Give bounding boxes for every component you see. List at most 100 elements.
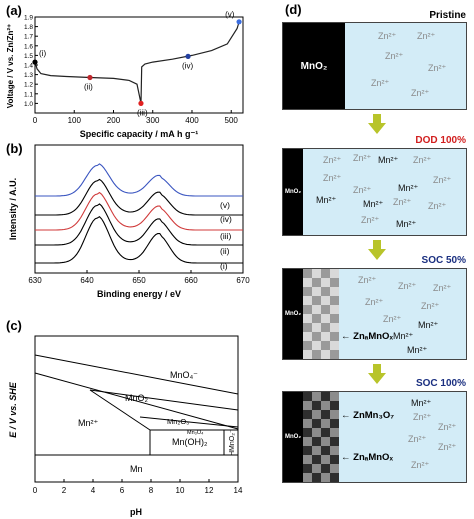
- region-mn3o4: Mn₃O₄: [187, 430, 204, 436]
- y-tick-label: 1.8: [24, 24, 33, 31]
- x-tick-label: 2: [62, 486, 67, 495]
- marker-label: (ii): [84, 82, 93, 91]
- zn-ion: Zn²⁺: [361, 215, 380, 225]
- panel-a-curve: [34, 21, 240, 104]
- checker-cell: [330, 419, 339, 428]
- panel-a-markers: (i) (ii) (iii) (iv) (v): [32, 10, 242, 117]
- checker-cell: [321, 332, 330, 341]
- spectrum-curve: [35, 178, 243, 216]
- state-label-dod100: DOD 100%: [415, 135, 466, 146]
- marker-point: [32, 59, 38, 65]
- panel-b-curves: [35, 163, 243, 264]
- checker-cell: [312, 323, 321, 332]
- marker-label: (v): [225, 10, 235, 19]
- y-tick-label: 1.7: [24, 34, 33, 41]
- panel-a-ylabel: Voltage / V vs. Zn/Zn²⁺: [6, 24, 15, 109]
- x-tick-label: 12: [205, 486, 214, 495]
- zn-ion: Zn²⁺: [385, 51, 404, 61]
- panel-c-chart: (c) MnO₄⁻ MnO₂ Mn₂O₃ Mn₃O₄ Mn²⁺ Mn(OH)₂ …: [6, 318, 243, 517]
- zn-ion: Zn²⁺: [398, 281, 417, 291]
- checker-cell: [303, 473, 312, 482]
- checker-cell: [312, 392, 321, 401]
- panel-c-ylabel: E / V vs. SHE: [8, 381, 18, 438]
- checker-cell: [312, 428, 321, 437]
- state-label-soc100: SOC 100%: [415, 378, 466, 389]
- checker-cell: [303, 287, 312, 296]
- checker-cell: [321, 455, 330, 464]
- checker-cell: [303, 446, 312, 455]
- panel-b-ticks: 630 640 650 660 670: [28, 270, 250, 285]
- checker-cell: [303, 332, 312, 341]
- checker-cell: [303, 455, 312, 464]
- box-dod100: MnO₂ Zn²⁺ Mn²⁺ Zn²⁺ Zn²⁺ Zn²⁺ Zn²⁺ Mn²⁺ …: [282, 148, 467, 236]
- down-arrow-icon: [368, 114, 386, 134]
- x-tick-label: 14: [234, 486, 243, 495]
- checker-cell: [312, 287, 321, 296]
- series-label: (ii): [220, 246, 230, 256]
- checker-cell: [321, 401, 330, 410]
- checker-cell: [312, 446, 321, 455]
- checker-cell: [303, 305, 312, 314]
- zn-ion: Zn²⁺: [413, 412, 432, 422]
- series-label: (iii): [220, 231, 231, 241]
- checker-cell: [312, 437, 321, 446]
- checker-cell: [321, 437, 330, 446]
- checker-cell: [330, 269, 339, 278]
- checker-cell: [330, 401, 339, 410]
- checker-cell: [330, 446, 339, 455]
- x-tick-label: 100: [68, 116, 82, 125]
- down-arrow-icon: [368, 240, 386, 260]
- znamnox-label: ZnₐMnOₓ: [353, 331, 393, 342]
- zn-ion: Zn²⁺: [323, 155, 342, 165]
- znamnox-label: ZnₐMnOₓ: [353, 452, 393, 463]
- checker-cell: [321, 392, 330, 401]
- x-tick-label: 400: [185, 116, 199, 125]
- y-tick-label: 1.4: [24, 63, 33, 70]
- checker-cell: [303, 341, 312, 350]
- x-tick-label: 0: [33, 486, 38, 495]
- region-mn2plus: Mn²⁺: [78, 418, 98, 428]
- y-tick-label: 1.3: [24, 72, 33, 79]
- zn-ion: Zn²⁺: [428, 63, 447, 73]
- checker-cell: [321, 287, 330, 296]
- y-tick-label: 1.6: [24, 43, 33, 50]
- checker-cell: [330, 278, 339, 287]
- checker-cell: [330, 341, 339, 350]
- series-label: (i): [220, 261, 228, 271]
- x-tick-label: 200: [107, 116, 121, 125]
- x-tick-label: 10: [176, 486, 185, 495]
- panel-a-ticks: 0 100 200 300 400 500 1.0 1.1 1.2 1.3 1.4 1.5 1.6 1.7…: [24, 15, 238, 126]
- checker-cell: [330, 464, 339, 473]
- checker-cell: [312, 401, 321, 410]
- region-mno4: MnO₄⁻: [170, 370, 198, 380]
- checker-cell: [312, 455, 321, 464]
- checker-pattern-light: [303, 269, 339, 359]
- checker-cell: [330, 350, 339, 359]
- checker-cell: [330, 287, 339, 296]
- down-arrow-icon: [368, 364, 386, 384]
- x-tick-label: 4: [91, 486, 96, 495]
- spectrum-curve: [35, 215, 243, 264]
- panel-a-xlabel: Specific capacity / mA h g⁻¹: [80, 129, 198, 139]
- marker-point: [185, 53, 191, 59]
- checker-cell: [321, 410, 330, 419]
- zn-ion: Zn²⁺: [323, 173, 342, 183]
- checker-cell: [312, 269, 321, 278]
- box-soc100: MnO₂ ← ZnMn₃O₇ ← ZnₐMnOₓ Mn²⁺ Zn²⁺ Zn²⁺ …: [282, 391, 467, 483]
- mn-ion: Mn²⁺: [418, 320, 439, 330]
- checker-cell: [330, 392, 339, 401]
- panel-a-letter: (a): [6, 3, 22, 18]
- marker-point: [138, 100, 144, 106]
- marker-label: (iv): [182, 61, 193, 70]
- checker-cell: [303, 278, 312, 287]
- x-tick-label: 8: [149, 486, 154, 495]
- checker-cell: [321, 428, 330, 437]
- checker-cell: [321, 464, 330, 473]
- y-tick-label: 1.0: [24, 101, 33, 108]
- x-tick-label: 640: [80, 276, 94, 285]
- panel-b-ylabel: Intensity / A.U.: [8, 178, 18, 240]
- checker-cell: [312, 350, 321, 359]
- x-tick-label: 630: [28, 276, 42, 285]
- x-tick-label: 670: [236, 276, 250, 285]
- x-tick-label: 6: [120, 486, 125, 495]
